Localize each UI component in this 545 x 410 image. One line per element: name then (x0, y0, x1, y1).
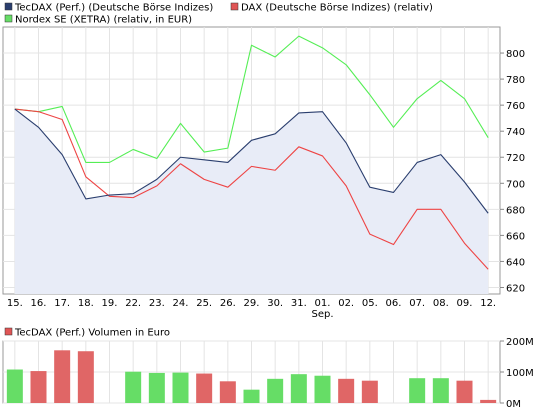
x-tick-label: 12. (480, 298, 496, 309)
volume-y-tick-label: 100M (506, 368, 534, 379)
volume-bar (314, 375, 331, 403)
volume-y-tick-label: 0M (506, 399, 521, 410)
x-tick-label: 01. (315, 298, 331, 309)
volume-bar (6, 369, 23, 403)
y-tick-label: 660 (506, 231, 525, 242)
y-tick-label: 700 (506, 179, 525, 190)
x-tick-label: 24. (173, 298, 189, 309)
y-tick-label: 780 (506, 75, 525, 86)
x-tick-label: 31. (291, 298, 307, 309)
y-tick-label: 680 (506, 205, 525, 216)
x-tick-label: 06. (386, 298, 402, 309)
volume-bar (30, 371, 47, 403)
legend-label: DAX (Deutsche Börse Indizes) (relativ) (241, 3, 433, 14)
x-tick-label: 02. (338, 298, 354, 309)
volume-bar (77, 351, 94, 403)
volume-bar (456, 380, 473, 403)
x-tick-label: 22. (125, 298, 141, 309)
x-tick-label: 30. (267, 298, 283, 309)
x-tick-label: 25. (196, 298, 212, 309)
volume-legend-label: TecDAX (Perf.) Volumen in Euro (14, 328, 170, 339)
series-line-tecdax (14, 108, 489, 214)
x-tick-label: 16. (31, 298, 47, 309)
y-tick-label: 800 (506, 49, 525, 60)
legend-swatch (4, 2, 13, 11)
x-tick-label: 17. (54, 298, 70, 309)
volume-bar (480, 399, 497, 403)
volume-bar (338, 378, 355, 403)
volume-bar (148, 372, 165, 403)
y-tick-label: 720 (506, 153, 525, 164)
volume-bar (290, 374, 307, 403)
series-area-tecdax (14, 109, 489, 295)
volume-bar (172, 372, 189, 403)
x-tick-label: 09. (457, 298, 473, 309)
volume-bar (54, 350, 71, 403)
x-tick-label: 15. (7, 298, 23, 309)
volume-y-tick-label: 200M (506, 337, 534, 348)
x-tick-label: 19. (102, 298, 118, 309)
volume-bar (361, 380, 378, 403)
x-tick-label: 05. (362, 298, 378, 309)
volume-bar (125, 371, 142, 403)
volume-bar (409, 378, 426, 403)
x-tick-label: 23. (149, 298, 165, 309)
y-tick-label: 640 (506, 257, 525, 268)
series-line-dax (14, 108, 489, 270)
legend-swatch (4, 14, 13, 23)
volume-bar (267, 378, 284, 403)
series-line-nordex (14, 35, 489, 164)
legend-swatch (230, 2, 239, 11)
x-tick-label: 29. (244, 298, 260, 309)
volume-bar (432, 378, 449, 403)
x-tick-label: 07. (409, 298, 425, 309)
x-month-label: Sep. (311, 309, 333, 320)
x-tick-label: 08. (433, 298, 449, 309)
y-tick-label: 620 (506, 283, 525, 294)
volume-bar (219, 381, 236, 403)
legend-label: Nordex SE (XETRA) (relativ, in EUR) (15, 15, 192, 26)
x-tick-label: 18. (78, 298, 94, 309)
y-tick-label: 760 (506, 101, 525, 112)
legend-label: TecDAX (Perf.) (Deutsche Börse Indizes) (14, 3, 213, 14)
y-tick-label: 740 (506, 127, 525, 138)
volume-legend-swatch (4, 327, 13, 336)
volume-bar (243, 389, 260, 403)
x-tick-label: 26. (220, 298, 236, 309)
volume-bar (196, 373, 213, 403)
